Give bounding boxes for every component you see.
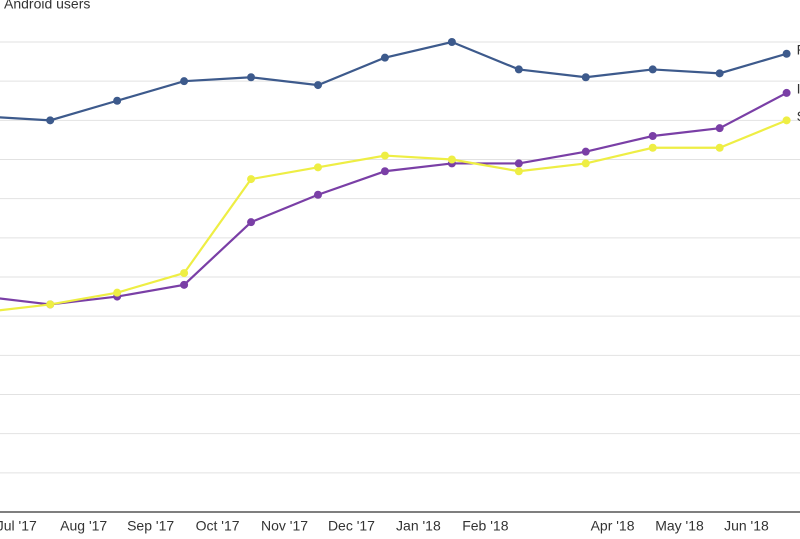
point [514,167,523,176]
point [648,143,657,152]
point [782,49,791,58]
legend-label: I [797,81,800,97]
x-tick-label: Aug '17 [60,518,107,534]
point [380,167,389,176]
point [380,53,389,62]
point [514,159,523,168]
point [180,77,189,86]
point [648,65,657,74]
point [247,218,256,227]
point [313,81,322,90]
point [313,190,322,199]
x-tick-label: Jan '18 [396,518,441,534]
legend-label: S [797,108,800,124]
point [180,269,189,278]
line [0,119,788,312]
x-tick-label: Sep '17 [127,518,174,534]
point [782,88,791,97]
point [247,73,256,82]
point [113,288,122,297]
legend-label: F [797,41,800,57]
point [180,280,189,289]
point [447,38,456,46]
point [46,300,55,309]
point [715,143,724,152]
point [581,159,590,168]
point [715,69,724,78]
point [46,116,55,125]
point [581,147,590,156]
x-tick-label: Oct '17 [196,518,240,534]
x-tick-label: Dec '17 [328,518,375,534]
point [113,96,122,105]
point [715,124,724,133]
x-tick-label: Nov '17 [261,518,308,534]
point [648,132,657,140]
point [247,175,256,184]
point [313,163,322,172]
point [782,116,791,125]
x-tick-label: Jul '17 [0,518,37,534]
point [581,73,590,82]
x-tick-label: Feb '18 [462,518,508,534]
chart-title: Android users [4,0,90,12]
point [380,151,389,160]
point [514,65,523,74]
point [447,155,456,164]
x-tick-label: Jun '18 [724,518,769,534]
x-tick-label: Apr '18 [591,518,635,534]
x-tick-label: May '18 [655,518,704,534]
